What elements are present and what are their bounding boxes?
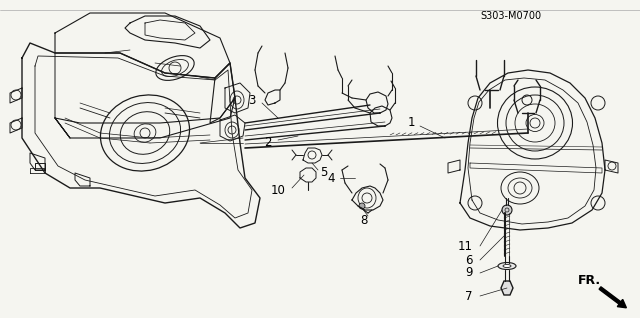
Text: 11: 11 bbox=[458, 239, 473, 252]
Circle shape bbox=[359, 203, 365, 209]
Text: FR.: FR. bbox=[578, 273, 601, 287]
FancyArrow shape bbox=[599, 287, 627, 308]
Text: 5: 5 bbox=[320, 165, 328, 178]
Ellipse shape bbox=[498, 262, 516, 269]
Text: 1: 1 bbox=[408, 116, 415, 129]
Text: 6: 6 bbox=[465, 253, 473, 266]
Ellipse shape bbox=[503, 265, 511, 267]
Text: 8: 8 bbox=[360, 213, 368, 226]
Text: 10: 10 bbox=[271, 183, 286, 197]
Text: 3: 3 bbox=[248, 93, 256, 107]
Text: 9: 9 bbox=[465, 266, 473, 280]
Polygon shape bbox=[501, 281, 513, 295]
Text: 2: 2 bbox=[264, 136, 272, 149]
Text: S303-M0700: S303-M0700 bbox=[480, 11, 541, 21]
Text: 7: 7 bbox=[465, 289, 473, 302]
Circle shape bbox=[502, 205, 512, 215]
Text: 4: 4 bbox=[328, 171, 335, 184]
